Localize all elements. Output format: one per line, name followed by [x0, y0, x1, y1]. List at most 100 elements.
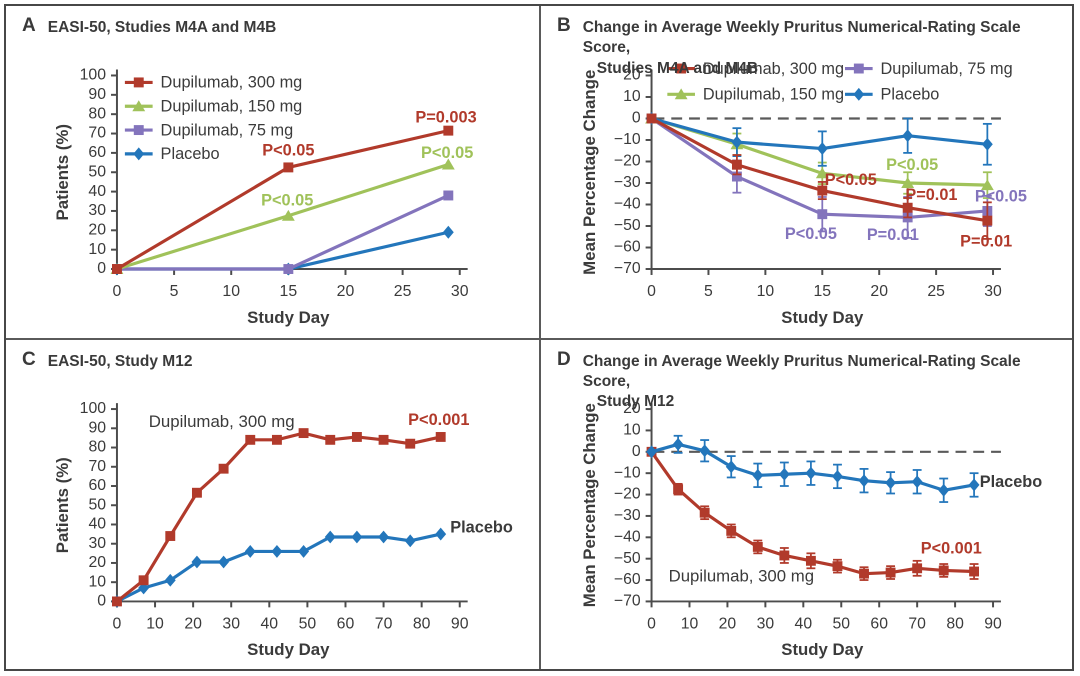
svg-text:10: 10 — [623, 421, 641, 438]
svg-text:Patients (%): Patients (%) — [53, 457, 72, 553]
svg-text:Placebo: Placebo — [161, 145, 220, 163]
svg-text:50: 50 — [299, 615, 317, 632]
svg-text:Study Day: Study Day — [247, 308, 330, 327]
svg-text:60: 60 — [337, 615, 355, 632]
svg-text:P=0.01: P=0.01 — [905, 186, 957, 204]
svg-text:P<0.001: P<0.001 — [408, 410, 469, 428]
svg-text:50: 50 — [88, 163, 106, 180]
panel-b-title-line1: Change in Average Weekly Pruritus Numeri… — [582, 19, 1021, 57]
svg-text:80: 80 — [413, 615, 431, 632]
panel-b-letter: B — [557, 15, 571, 36]
svg-text:40: 40 — [795, 615, 813, 632]
svg-text:Dupilumab, 300 mg: Dupilumab, 300 mg — [703, 60, 844, 78]
panel-d-title-text: Change in Average Weekly Pruritus Numeri… — [583, 350, 1072, 413]
svg-text:70: 70 — [375, 615, 393, 632]
svg-text:−10: −10 — [614, 131, 641, 148]
svg-text:0: 0 — [632, 110, 641, 127]
svg-text:50: 50 — [832, 615, 850, 632]
svg-text:−10: −10 — [614, 464, 641, 481]
svg-text:−60: −60 — [614, 239, 641, 256]
svg-text:P<0.05: P<0.05 — [975, 187, 1027, 205]
svg-text:25: 25 — [927, 283, 945, 300]
svg-text:50: 50 — [88, 496, 106, 513]
svg-text:−40: −40 — [614, 196, 641, 213]
svg-text:20: 20 — [337, 283, 355, 300]
panel-c-title-text: EASI-50, Study M12 — [48, 350, 193, 372]
panel-a-chart: 0 5 10 15 20 25 30 0 10 20 30 40 50 60 70 80 90 100 Study … — [53, 67, 477, 327]
svg-text:30: 30 — [757, 615, 775, 632]
panel-a-title-text: EASI-50, Studies M4A and M4B — [48, 16, 277, 38]
svg-text:0: 0 — [97, 260, 106, 277]
svg-text:40: 40 — [88, 515, 106, 532]
panel-d-chart: 0 10 20 30 40 50 60 70 80 90 −70 −60 −50 −40 −30 −20 −10… — [580, 400, 1042, 659]
svg-text:80: 80 — [946, 615, 964, 632]
panel-d: D Change in Average Weekly Pruritus Nume… — [539, 337, 1072, 669]
svg-text:10: 10 — [146, 615, 164, 632]
svg-text:Dupilumab, 300 mg: Dupilumab, 300 mg — [149, 411, 295, 430]
svg-text:20: 20 — [184, 615, 202, 632]
panel-a-title: A EASI-50, Studies M4A and M4B — [22, 15, 277, 38]
svg-text:−60: −60 — [614, 571, 641, 588]
svg-text:80: 80 — [88, 105, 106, 122]
panel-b: B Change in Average Weekly Pruritus Nume… — [539, 6, 1072, 338]
svg-text:30: 30 — [984, 283, 1002, 300]
panel-a-letter: A — [22, 15, 36, 36]
panel-b-title-text: Change in Average Weekly Pruritus Numeri… — [583, 16, 1072, 79]
svg-text:0: 0 — [97, 592, 106, 609]
svg-text:Patients (%): Patients (%) — [53, 124, 72, 220]
panel-c-letter: C — [22, 348, 36, 370]
svg-text:Dupilumab, 150 mg: Dupilumab, 150 mg — [161, 98, 303, 116]
svg-text:P<0.05: P<0.05 — [785, 225, 837, 243]
svg-text:40: 40 — [88, 183, 106, 200]
svg-text:10: 10 — [623, 88, 641, 105]
svg-text:0: 0 — [113, 283, 122, 300]
svg-text:20: 20 — [623, 400, 641, 417]
svg-text:5: 5 — [170, 283, 179, 300]
svg-text:40: 40 — [261, 615, 279, 632]
svg-text:90: 90 — [451, 615, 469, 632]
svg-text:70: 70 — [908, 615, 926, 632]
svg-text:30: 30 — [88, 202, 106, 219]
svg-text:20: 20 — [88, 221, 106, 238]
svg-text:90: 90 — [984, 615, 1002, 632]
svg-text:P<0.05: P<0.05 — [261, 192, 313, 210]
svg-text:P<0.05: P<0.05 — [825, 171, 877, 189]
svg-text:10: 10 — [757, 283, 775, 300]
svg-text:90: 90 — [88, 86, 106, 103]
svg-text:Dupilumab, 150 mg: Dupilumab, 150 mg — [703, 86, 844, 104]
svg-text:Dupilumab, 75 mg: Dupilumab, 75 mg — [161, 121, 294, 139]
svg-text:Placebo: Placebo — [450, 518, 513, 536]
svg-text:−20: −20 — [614, 153, 641, 170]
svg-text:10: 10 — [88, 573, 106, 590]
figure-border: A EASI-50, Studies M4A and M4B 0 5 10 15 20 2… — [4, 4, 1074, 671]
svg-text:Dupilumab, 300 mg: Dupilumab, 300 mg — [161, 74, 303, 92]
svg-text:20: 20 — [88, 554, 106, 571]
svg-text:20: 20 — [870, 283, 888, 300]
svg-text:0: 0 — [113, 615, 122, 632]
svg-text:80: 80 — [88, 438, 106, 455]
svg-text:60: 60 — [88, 144, 106, 161]
panel-a-title-line1: EASI-50, Studies M4A and M4B — [47, 19, 277, 36]
svg-text:P<0.05: P<0.05 — [886, 156, 938, 174]
svg-text:Placebo: Placebo — [980, 473, 1042, 491]
panel-b-title: B Change in Average Weekly Pruritus Nume… — [557, 15, 1072, 79]
svg-text:60: 60 — [870, 615, 888, 632]
panel-d-title-line2: Study M12 — [596, 393, 675, 411]
svg-text:−30: −30 — [614, 174, 641, 191]
svg-text:Study Day: Study Day — [247, 640, 330, 659]
svg-text:P=0.003: P=0.003 — [415, 108, 476, 126]
panel-c: C EASI-50, Study M12 0 10 20 30 40 50 60 70 80 90… — [6, 337, 539, 670]
svg-text:5: 5 — [704, 283, 713, 300]
svg-text:Placebo: Placebo — [881, 86, 940, 104]
svg-text:P=0.01: P=0.01 — [960, 232, 1012, 250]
svg-text:100: 100 — [80, 400, 107, 417]
panel-c-chart: 0 10 20 30 40 50 60 70 80 90 0 10 20 30 40 50 60 70 80 90 10… — [53, 400, 513, 659]
svg-text:Mean Percentage Change: Mean Percentage Change — [580, 70, 599, 275]
svg-text:10: 10 — [222, 283, 240, 300]
svg-text:−20: −20 — [614, 485, 641, 502]
panel-d-letter: D — [557, 348, 571, 370]
svg-text:0: 0 — [647, 615, 656, 632]
svg-text:Mean Percentage Change: Mean Percentage Change — [580, 403, 599, 607]
panel-c-title: C EASI-50, Study M12 — [22, 348, 193, 372]
svg-text:P=0.01: P=0.01 — [867, 226, 919, 244]
